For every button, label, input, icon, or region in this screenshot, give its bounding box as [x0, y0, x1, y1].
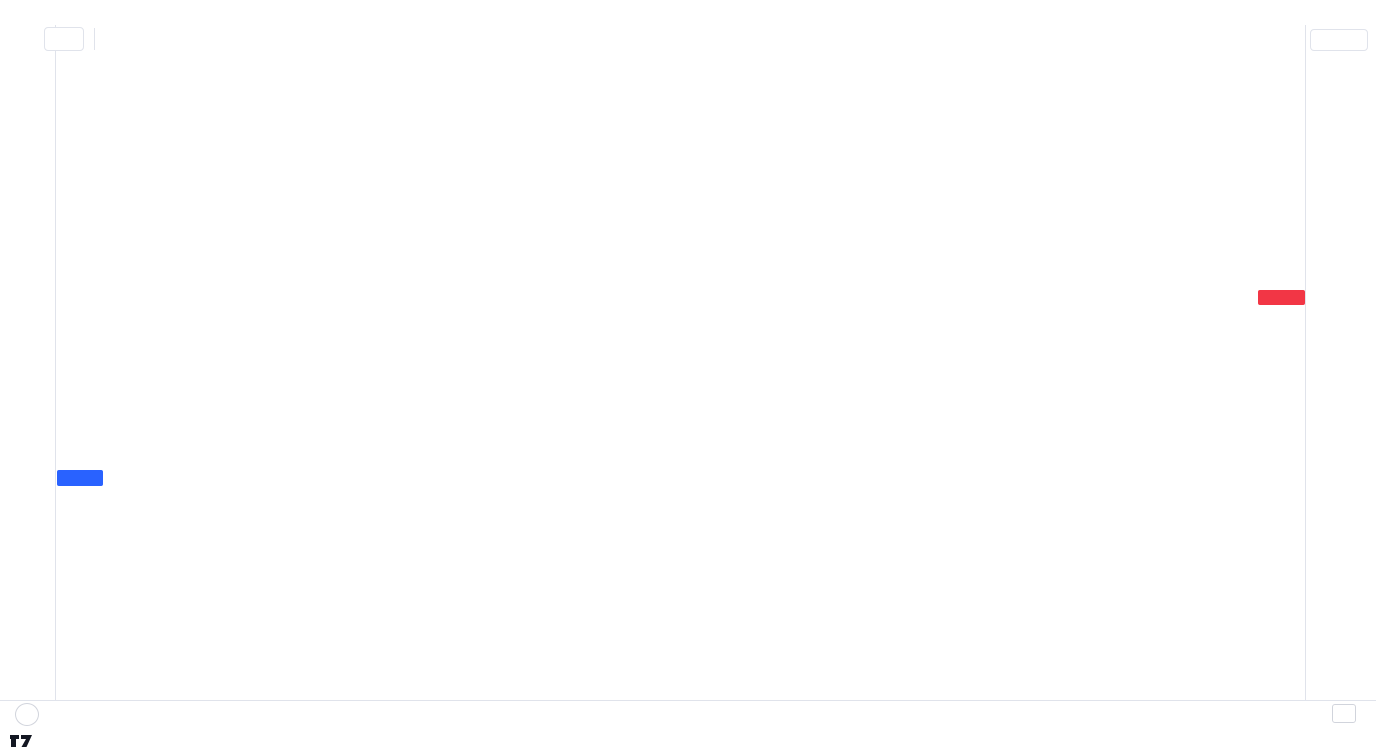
divider: [94, 28, 95, 50]
tradingview-logo-icon[interactable]: [10, 733, 34, 749]
footer-bar: [0, 727, 1376, 754]
price-scale-usd[interactable]: [1305, 25, 1376, 700]
time-scale[interactable]: [0, 700, 1376, 729]
xauusd-series-badge: [1258, 290, 1305, 305]
auto-scale-button[interactable]: [1332, 704, 1356, 723]
percent-scale-button[interactable]: [44, 27, 84, 51]
symbol-bar: [44, 27, 125, 51]
timezone-button[interactable]: [15, 703, 39, 726]
us02y-series-badge: [57, 470, 103, 486]
price-scale-percent[interactable]: [0, 25, 56, 700]
currency-scale-button[interactable]: [1310, 29, 1368, 51]
